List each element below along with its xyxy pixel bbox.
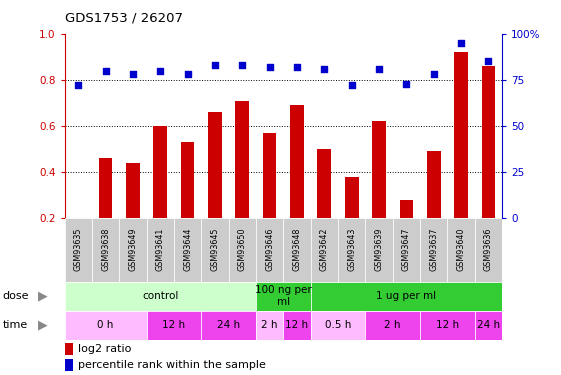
Text: 2 h: 2 h [261,320,278,330]
Bar [372,122,386,218]
Point [210,62,219,68]
Point [457,40,466,46]
Point [292,64,301,70]
Text: 24 h: 24 h [477,320,500,330]
Text: 24 h: 24 h [217,320,240,330]
Bar [475,218,502,282]
Bar [146,218,174,282]
Bar [236,100,249,218]
Bar [283,218,311,282]
Bar [365,218,393,282]
Text: dose: dose [3,291,29,301]
Point [183,71,192,77]
Bar [290,105,304,218]
Text: GSM93635: GSM93635 [73,228,82,271]
Text: GSM93648: GSM93648 [292,228,301,271]
Bar [283,310,311,340]
Bar [208,112,222,218]
Text: GSM93646: GSM93646 [265,228,274,271]
Text: log2 ratio: log2 ratio [77,344,131,354]
Point [128,71,137,77]
Bar [393,218,420,282]
Text: GSM93636: GSM93636 [484,228,493,271]
Bar [399,200,413,218]
Bar [119,218,146,282]
Text: GDS1753 / 26207: GDS1753 / 26207 [65,11,182,24]
Point [101,68,110,74]
Bar [99,158,112,218]
Text: 12 h: 12 h [162,320,186,330]
Bar [65,343,73,355]
Text: GSM93644: GSM93644 [183,228,192,271]
Bar [201,310,256,340]
Bar [146,310,201,340]
Bar [263,133,277,218]
Text: 100 ng per
ml: 100 ng per ml [255,285,312,307]
Bar [345,177,358,218]
Bar [475,310,502,340]
Text: 12 h: 12 h [436,320,459,330]
Point [375,66,384,72]
Bar [420,218,448,282]
Bar [365,310,420,340]
Bar [311,310,365,340]
Text: time: time [3,320,28,330]
Text: GSM93640: GSM93640 [457,228,466,271]
Text: ▶: ▶ [38,319,48,332]
Bar [256,310,283,340]
Text: GSM93638: GSM93638 [101,228,110,271]
Point [156,68,165,74]
Point [73,82,82,88]
Text: GSM93639: GSM93639 [375,228,384,271]
Bar [126,163,140,218]
Bar [338,218,365,282]
Text: ▶: ▶ [38,290,48,303]
Bar [229,218,256,282]
Bar [65,218,92,282]
Text: GSM93649: GSM93649 [128,228,137,271]
Bar [174,218,201,282]
Text: GSM93641: GSM93641 [156,228,165,271]
Bar [318,149,331,218]
Bar [256,218,283,282]
Bar [153,126,167,218]
Text: 0 h: 0 h [98,320,114,330]
Point [429,71,438,77]
Bar [427,152,440,218]
Text: 0.5 h: 0.5 h [325,320,351,330]
Text: GSM93647: GSM93647 [402,228,411,271]
Text: 12 h: 12 h [286,320,309,330]
Point [238,62,247,68]
Bar [65,310,146,340]
Point [402,81,411,87]
Text: 2 h: 2 h [384,320,401,330]
Text: GSM93650: GSM93650 [238,228,247,271]
Text: control: control [142,291,178,301]
Bar [201,218,229,282]
Bar [311,282,502,310]
Text: GSM93645: GSM93645 [210,228,219,271]
Point [265,64,274,70]
Bar [92,218,119,282]
Bar [181,142,195,218]
Point [320,66,329,72]
Text: 1 ug per ml: 1 ug per ml [376,291,436,301]
Bar [65,282,256,310]
Bar [311,218,338,282]
Point [484,58,493,64]
Text: GSM93642: GSM93642 [320,228,329,271]
Text: percentile rank within the sample: percentile rank within the sample [77,360,265,370]
Bar [256,282,311,310]
Text: GSM93637: GSM93637 [429,228,438,271]
Point [347,82,356,88]
Bar [420,310,475,340]
Bar [454,52,468,218]
Bar [65,358,73,371]
Bar [448,218,475,282]
Text: GSM93643: GSM93643 [347,228,356,271]
Bar [481,66,495,218]
